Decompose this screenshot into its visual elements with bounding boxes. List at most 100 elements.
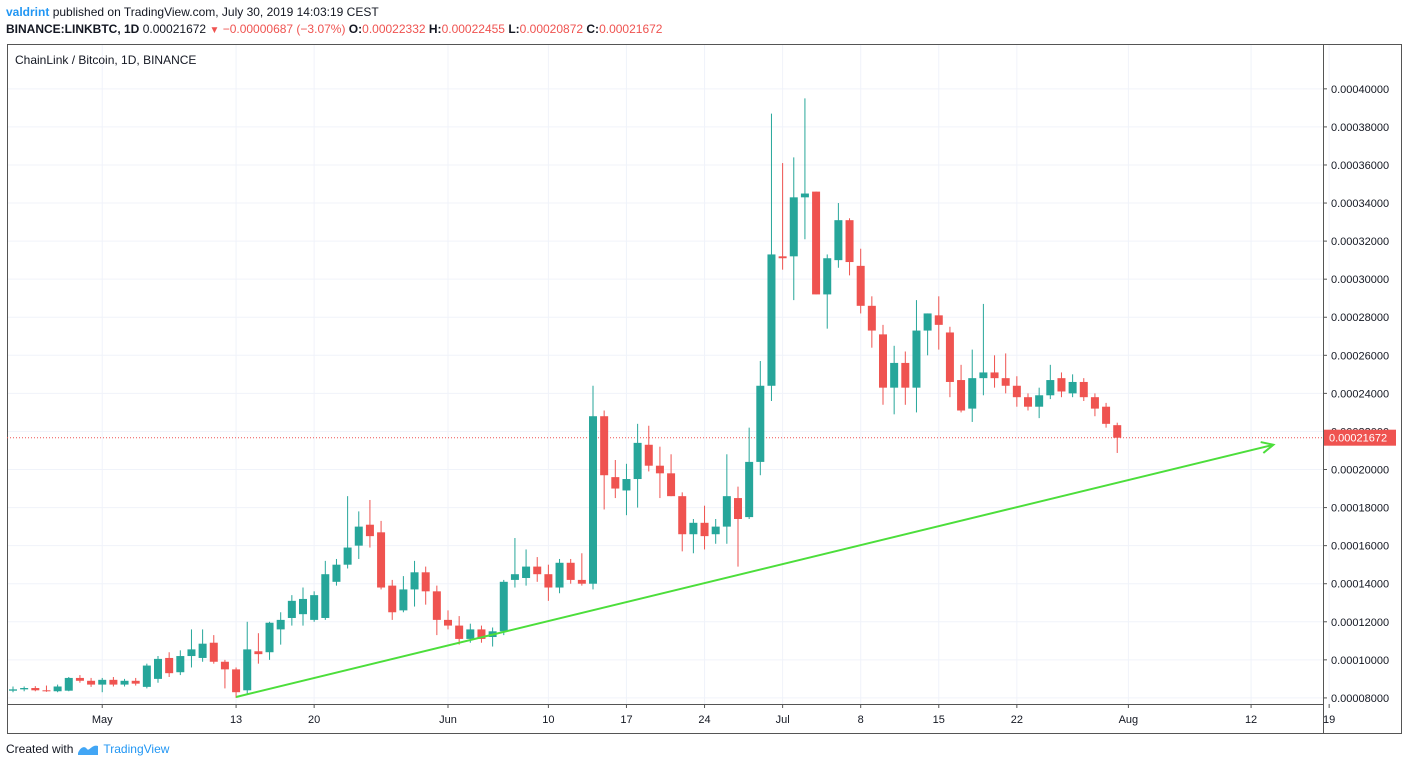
candle-body [1113,425,1122,438]
candle-body [20,688,29,690]
candle [957,364,966,413]
candle-body [1001,378,1010,386]
candle-body [75,677,84,681]
candle [31,686,40,692]
candle [9,686,17,693]
candle-body [533,566,542,575]
candle-body [276,619,285,630]
candle [778,163,787,270]
price-frame [7,44,1402,734]
candle-body [131,680,140,684]
candle [1046,364,1055,400]
candle-body [856,265,865,306]
candle [421,566,430,605]
candle [700,505,709,550]
time-tick-label: May [92,714,113,726]
candle [120,678,129,687]
time-axis[interactable]: May 13 20 Jun 10 17 24 Jul 8 15 22 Aug 12 19 [92,704,1335,726]
candle [644,425,653,472]
candle-body [1057,378,1066,392]
time-tick-label: 19 [1323,714,1335,726]
candle-body [410,572,419,590]
candle [388,579,397,620]
candle-body [31,688,40,691]
candle [600,410,609,510]
candle [87,677,96,687]
candle-body [734,498,742,520]
candle-body [421,572,430,592]
candle [377,520,386,590]
chart-legend: ChainLink / Bitcoin, 1D, BINANCE [15,53,197,67]
candle-body [923,313,932,331]
time-tick-label: 10 [542,714,554,726]
candle [655,446,664,499]
candle [1012,376,1021,407]
candle-body [722,496,731,527]
candle [176,650,185,676]
candle [187,629,196,668]
candle-body [555,562,564,588]
candle [1024,393,1032,411]
candle [979,303,988,396]
close-value: 0.00021672 [599,22,663,36]
price-tick-label: 0.00028000 [1331,312,1389,324]
candle-body [187,649,196,657]
candle [142,663,151,689]
candle [1001,353,1010,394]
candle-body [544,574,553,588]
candle-body [365,524,374,537]
candle-body [778,256,787,259]
candle-body [834,220,843,261]
candle-body [165,657,174,674]
last-price-text: 0.00021672 [142,22,207,36]
candle [510,538,519,588]
candle [789,157,798,301]
candle-body [566,562,575,580]
change-text: −0.00000687 (−3.07%) [222,22,346,36]
candle [912,300,921,413]
price-axis[interactable]: 0.00008000 0.00010000 0.00012000 0.00014000… [1323,84,1396,705]
candle-body [53,686,62,692]
trendline-arrow[interactable] [235,441,1276,698]
price-tick-label: 0.00036000 [1331,160,1389,172]
candle [990,355,999,388]
candle [499,579,508,636]
candle-body [1079,381,1088,398]
candle-body [812,191,821,295]
candle-body [1046,380,1055,396]
candle [477,625,486,643]
candle-body [343,547,352,565]
author-link[interactable]: valdrint [6,5,50,19]
symbol-label: BINANCE:LINKBTC, 1D [6,22,140,36]
time-tick-label: 15 [933,714,945,726]
candle [667,454,676,497]
candle-body [667,473,676,497]
candle [834,203,843,268]
candle-body [287,600,296,618]
tradingview-brand[interactable]: TradingView [103,742,170,756]
candle-body [990,372,999,379]
candle [265,621,274,660]
candle-body [745,461,754,518]
last-price-badge [1324,429,1396,446]
price-tick-label: 0.00040000 [1331,84,1389,96]
candle [622,463,631,516]
candle-body [198,643,207,658]
candle [589,385,597,590]
candle [399,576,408,613]
candle-body [354,526,363,546]
candle-body [945,332,954,382]
candle [98,677,107,693]
candle-body [377,532,386,588]
time-tick-label: 20 [308,714,320,726]
candle-body [600,416,609,476]
candle [533,557,542,582]
candle-body [265,622,274,653]
candle-body [800,193,809,198]
candle [287,595,296,626]
candle [923,313,932,356]
price-tick-label: 0.00018000 [1331,503,1389,515]
candle [879,324,887,405]
candle [856,248,865,314]
